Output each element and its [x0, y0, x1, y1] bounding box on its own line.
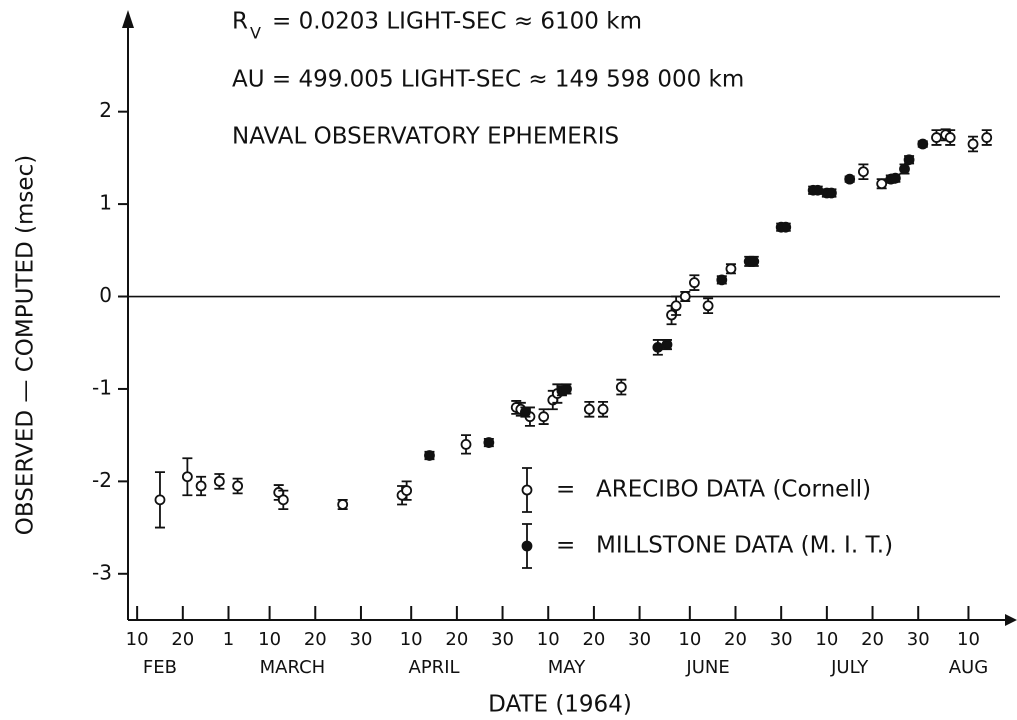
x-tick-label: 30 — [628, 629, 651, 650]
x-tick-label: 20 — [861, 629, 884, 650]
y-tick-label: 2 — [99, 98, 112, 122]
month-label: JUNE — [685, 657, 729, 678]
data-point — [661, 339, 673, 350]
month-label: MAY — [548, 657, 586, 678]
x-axis-arrow — [1005, 614, 1017, 626]
data-point — [154, 494, 166, 506]
data-point — [812, 184, 824, 196]
legend-separator: = — [556, 533, 575, 559]
month-label: MARCH — [260, 657, 326, 678]
data-point — [583, 403, 595, 415]
x-tick-label: 10 — [258, 629, 281, 650]
x-tick-label: 10 — [678, 629, 701, 650]
y-tick-label: -1 — [92, 375, 112, 399]
annotation: R — [232, 9, 248, 35]
month-label: JULY — [830, 657, 869, 678]
data-point — [944, 132, 956, 143]
data-point — [519, 406, 531, 418]
data-point — [538, 411, 550, 423]
data-point — [337, 499, 349, 510]
y-tick-label: -3 — [92, 560, 112, 584]
x-tick-label: 30 — [907, 629, 930, 650]
data-point — [460, 438, 472, 450]
data-point — [931, 132, 942, 143]
data-point — [688, 277, 700, 289]
y-tick-label: -2 — [92, 468, 112, 492]
x-tick-label: 20 — [171, 629, 194, 650]
data-point — [748, 255, 760, 267]
data-point — [858, 166, 869, 178]
data-point — [917, 138, 929, 150]
x-tick-label: 20 — [304, 629, 327, 650]
x-tick-label: 10 — [815, 629, 838, 650]
data-point — [967, 138, 979, 150]
x-tick-label: 20 — [724, 629, 747, 650]
legend-marker — [521, 484, 533, 496]
y-axis-label: OBSERVED — COMPUTED (msec) — [13, 155, 39, 535]
data-point — [615, 381, 627, 393]
x-axis-label: DATE (1964) — [488, 692, 632, 718]
data-point — [670, 300, 682, 312]
data-point — [981, 132, 993, 143]
data-point — [424, 450, 435, 461]
month-label: FEB — [143, 657, 177, 678]
data-point — [889, 172, 901, 184]
data-point — [401, 485, 413, 497]
data-point — [213, 475, 225, 487]
data-point — [597, 403, 609, 415]
data-point — [899, 163, 910, 175]
legend-label: MILLSTONE DATA (M. I. T.) — [596, 533, 893, 559]
annotation: AU = 499.005 LIGHT-SEC ≈ 149 598 000 km — [232, 67, 744, 93]
data-point — [716, 274, 728, 286]
data-point — [277, 494, 289, 506]
annotation: NAVAL OBSERVATORY EPHEMERIS — [232, 124, 619, 150]
annotation-subscript: V — [250, 24, 261, 43]
data-point — [483, 437, 495, 448]
x-tick-label: 20 — [445, 629, 468, 650]
data-point — [702, 300, 714, 312]
legend-marker — [521, 540, 533, 552]
data-point — [780, 221, 792, 233]
month-label: AUG — [949, 657, 988, 678]
data-point — [844, 173, 856, 185]
y-tick-label: 1 — [99, 191, 112, 215]
data-point — [876, 178, 888, 190]
data-point — [232, 480, 244, 492]
data-point — [652, 341, 664, 353]
x-tick-label: 30 — [491, 629, 514, 650]
y-axis-arrow — [122, 10, 134, 28]
data-point — [903, 154, 915, 166]
y-tick-label: 0 — [99, 283, 112, 307]
x-tick-label: 1 — [223, 629, 234, 650]
legend-label: ARECIBO DATA (Cornell) — [596, 477, 871, 503]
x-tick-label: 10 — [126, 629, 149, 650]
data-point — [195, 480, 207, 492]
legend-separator: = — [556, 477, 575, 503]
x-tick-label: 30 — [350, 629, 373, 650]
x-tick-label: 10 — [400, 629, 423, 650]
x-tick-label: 30 — [770, 629, 793, 650]
data-point — [826, 187, 837, 199]
data-point — [725, 263, 737, 275]
data-point — [561, 383, 572, 395]
x-tick-label: 10 — [957, 629, 980, 650]
data-point — [181, 471, 193, 483]
annotation: = 0.0203 LIGHT-SEC ≈ 6100 km — [272, 9, 642, 35]
data-point — [679, 291, 691, 302]
month-label: APRIL — [409, 657, 460, 678]
x-tick-label: 20 — [582, 629, 605, 650]
x-tick-label: 10 — [537, 629, 560, 650]
